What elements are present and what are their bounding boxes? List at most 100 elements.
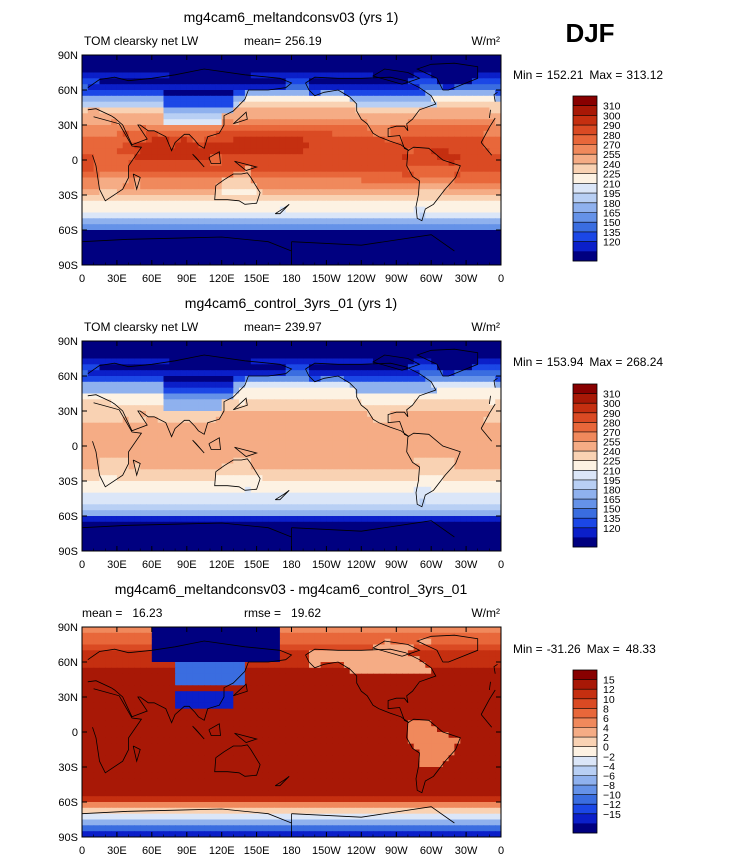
field-cell: [186, 212, 194, 219]
field-cell: [419, 95, 426, 103]
field-cell: [157, 95, 165, 103]
field-cell: [105, 428, 112, 435]
field-cell: [116, 171, 124, 179]
field-cell: [448, 492, 455, 500]
field-cell: [122, 457, 130, 465]
field-cell: [227, 154, 234, 161]
field-cell: [343, 107, 351, 114]
field-cell: [378, 95, 386, 103]
field-cell: [82, 107, 89, 114]
field-cell: [413, 171, 421, 179]
field-cell: [198, 195, 205, 202]
field-cell: [326, 475, 333, 482]
mean-label: mean= 239.97: [244, 320, 322, 334]
field-cell: [419, 492, 426, 500]
field-cell: [489, 486, 496, 494]
field-cell: [163, 130, 170, 138]
field-cell: [105, 411, 112, 418]
field-cell: [210, 195, 217, 202]
field-cell: [134, 486, 141, 494]
field-cell: [134, 206, 141, 214]
field-cell: [442, 405, 450, 412]
field-cell: [233, 341, 240, 348]
field-cell: [111, 113, 118, 120]
field-cell: [407, 60, 415, 68]
colorbar-box: [573, 115, 597, 126]
field-cell: [186, 469, 194, 476]
field-cell: [413, 434, 421, 441]
field-cell: [309, 177, 316, 184]
field-cell: [326, 230, 333, 237]
field-cell: [320, 72, 327, 79]
field-cell: [466, 481, 473, 488]
field-cell: [157, 183, 165, 190]
field-cell: [407, 183, 415, 190]
field-cell: [297, 154, 304, 161]
field-cell: [489, 422, 496, 430]
field-cell: [239, 125, 246, 132]
field-cell: [448, 101, 455, 109]
field-cell: [471, 381, 479, 389]
field-cell: [111, 235, 118, 243]
field-cell: [425, 235, 432, 243]
field-cell: [146, 422, 153, 430]
field-cell: [413, 154, 421, 161]
field-cell: [437, 498, 444, 505]
field-cell: [373, 346, 380, 354]
field-cell: [483, 66, 490, 74]
field-cell: [151, 224, 159, 231]
field-cell: [332, 428, 339, 435]
field-cell: [111, 84, 118, 91]
field-cell: [466, 189, 473, 196]
field-cell: [297, 235, 304, 243]
field-cell: [157, 125, 165, 132]
field-cell: [169, 113, 176, 120]
field-cell: [483, 148, 490, 155]
field-cell: [169, 66, 176, 74]
field-cell: [477, 486, 485, 494]
field-cell: [309, 113, 316, 120]
field-cell: [134, 376, 141, 383]
colorbar-box: [573, 144, 597, 155]
field-cell: [210, 486, 217, 494]
field-cell: [250, 84, 258, 91]
field-cell: [355, 510, 362, 517]
field-cell: [495, 142, 501, 149]
field-cell: [442, 119, 450, 126]
field-cell: [268, 381, 275, 389]
field-cell: [361, 200, 368, 208]
field-cell: [495, 230, 501, 237]
field-cell: [122, 66, 130, 74]
field-cell: [163, 259, 170, 265]
field-cell: [483, 451, 490, 459]
field-cell: [396, 504, 403, 511]
field-cell: [192, 78, 199, 85]
field-cell: [256, 101, 263, 109]
field-cell: [93, 195, 100, 202]
field-cell: [215, 125, 223, 132]
field-cell: [175, 440, 182, 447]
field-cell: [116, 516, 124, 523]
field-cell: [279, 107, 287, 114]
field-cell: [454, 189, 461, 196]
field-cell: [361, 393, 368, 400]
field-cell: [192, 66, 199, 74]
field-cell: [279, 95, 287, 103]
field-cell: [326, 195, 333, 202]
field-cell: [250, 130, 258, 138]
field-cell: [483, 55, 490, 62]
field-cell: [262, 189, 269, 196]
field-cell: [157, 405, 165, 412]
field-cell: [186, 183, 194, 190]
field-cell: [332, 393, 339, 400]
field-cell: [314, 72, 322, 79]
field-cell: [326, 130, 333, 138]
field-cell: [437, 393, 444, 400]
field-cell: [140, 510, 147, 517]
field-cell: [460, 510, 467, 517]
field-cell: [128, 516, 135, 523]
field-cell: [448, 195, 455, 202]
field-cell: [244, 481, 252, 488]
field-cell: [373, 241, 380, 249]
field-cell: [466, 72, 473, 79]
